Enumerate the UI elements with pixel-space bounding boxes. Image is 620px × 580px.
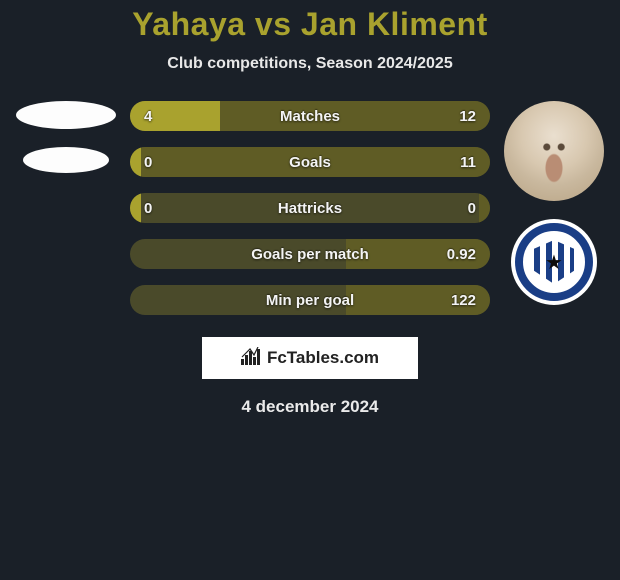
- stat-value-right: 0: [468, 200, 476, 217]
- title-player2: Jan Kliment: [301, 6, 488, 42]
- comparison-panel: 4Matches120Goals110Hattricks0Goals per m…: [0, 101, 620, 315]
- subtitle: Club competitions, Season 2024/2025: [0, 55, 620, 73]
- player-right-column: ★: [500, 101, 608, 305]
- player-right-avatar: [504, 101, 604, 201]
- title-vs: vs: [255, 6, 292, 42]
- stat-row: Goals per match0.92: [130, 239, 490, 269]
- player-left-club-badge: [23, 147, 109, 173]
- club-badge-star-icon: ★: [545, 250, 563, 275]
- date-label: 4 december 2024: [0, 397, 620, 417]
- stat-value-right: 11: [460, 154, 476, 171]
- stat-label: Matches: [130, 108, 490, 125]
- title-player1: Yahaya: [132, 6, 245, 42]
- watermark-text: FcTables.com: [267, 348, 379, 368]
- stat-row: 4Matches12: [130, 101, 490, 131]
- stat-label: Goals per match: [130, 246, 490, 263]
- stat-label: Min per goal: [130, 292, 490, 309]
- stat-row: Min per goal122: [130, 285, 490, 315]
- stat-value-right: 0.92: [447, 246, 476, 263]
- player-right-club-badge: ★: [511, 219, 597, 305]
- stat-row: 0Goals11: [130, 147, 490, 177]
- watermark: FcTables.com: [202, 337, 418, 379]
- stat-value-right: 122: [451, 292, 476, 309]
- player-left-avatar: [16, 101, 116, 129]
- player-left-column: [12, 101, 120, 173]
- stat-value-right: 12: [459, 108, 476, 125]
- stat-row: 0Hattricks0: [130, 193, 490, 223]
- bar-chart-icon: [241, 347, 261, 370]
- stat-label: Hattricks: [130, 200, 490, 217]
- stats-column: 4Matches120Goals110Hattricks0Goals per m…: [130, 101, 490, 315]
- stat-label: Goals: [130, 154, 490, 171]
- page-title: Yahaya vs Jan Kliment: [0, 6, 620, 43]
